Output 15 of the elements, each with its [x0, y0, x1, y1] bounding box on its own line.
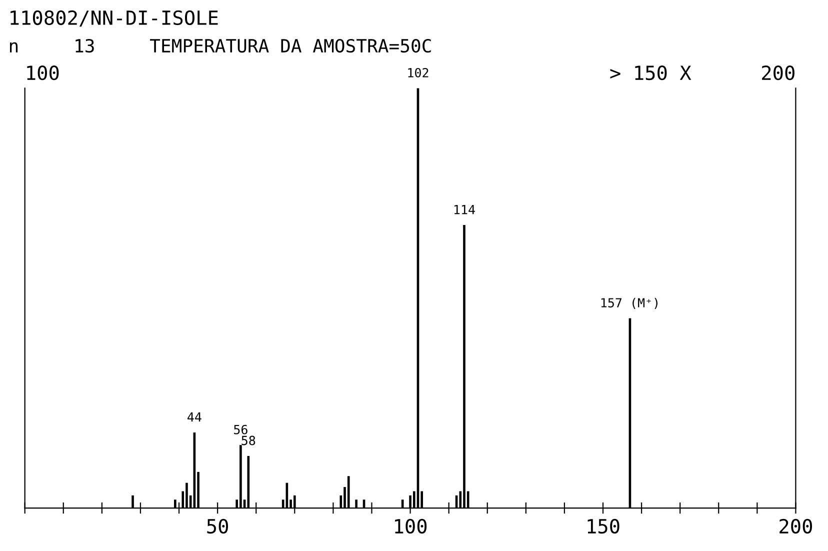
text: 200	[762, 65, 794, 80]
annotation: 56	[234, 424, 248, 434]
annotation: 114	[454, 204, 475, 214]
text: > 150 X	[610, 65, 692, 80]
annotation: 157 (M⁺)	[601, 298, 658, 309]
x-tick-label: 50	[207, 518, 228, 534]
text: 100	[27, 65, 59, 80]
annotation: 58	[242, 436, 256, 446]
x-tick-label: 100	[395, 518, 427, 534]
x-tick-label: 150	[588, 518, 620, 534]
chart-title: 110802/NN-DI-ISOLE	[10, 10, 218, 27]
chart-subtitle: n 13 TEMPERATURA DA AMOSTRA=50C	[10, 38, 431, 53]
x-tick-label: 200	[780, 518, 812, 534]
annotation: 102	[408, 68, 428, 78]
annotation: 44	[188, 412, 202, 422]
